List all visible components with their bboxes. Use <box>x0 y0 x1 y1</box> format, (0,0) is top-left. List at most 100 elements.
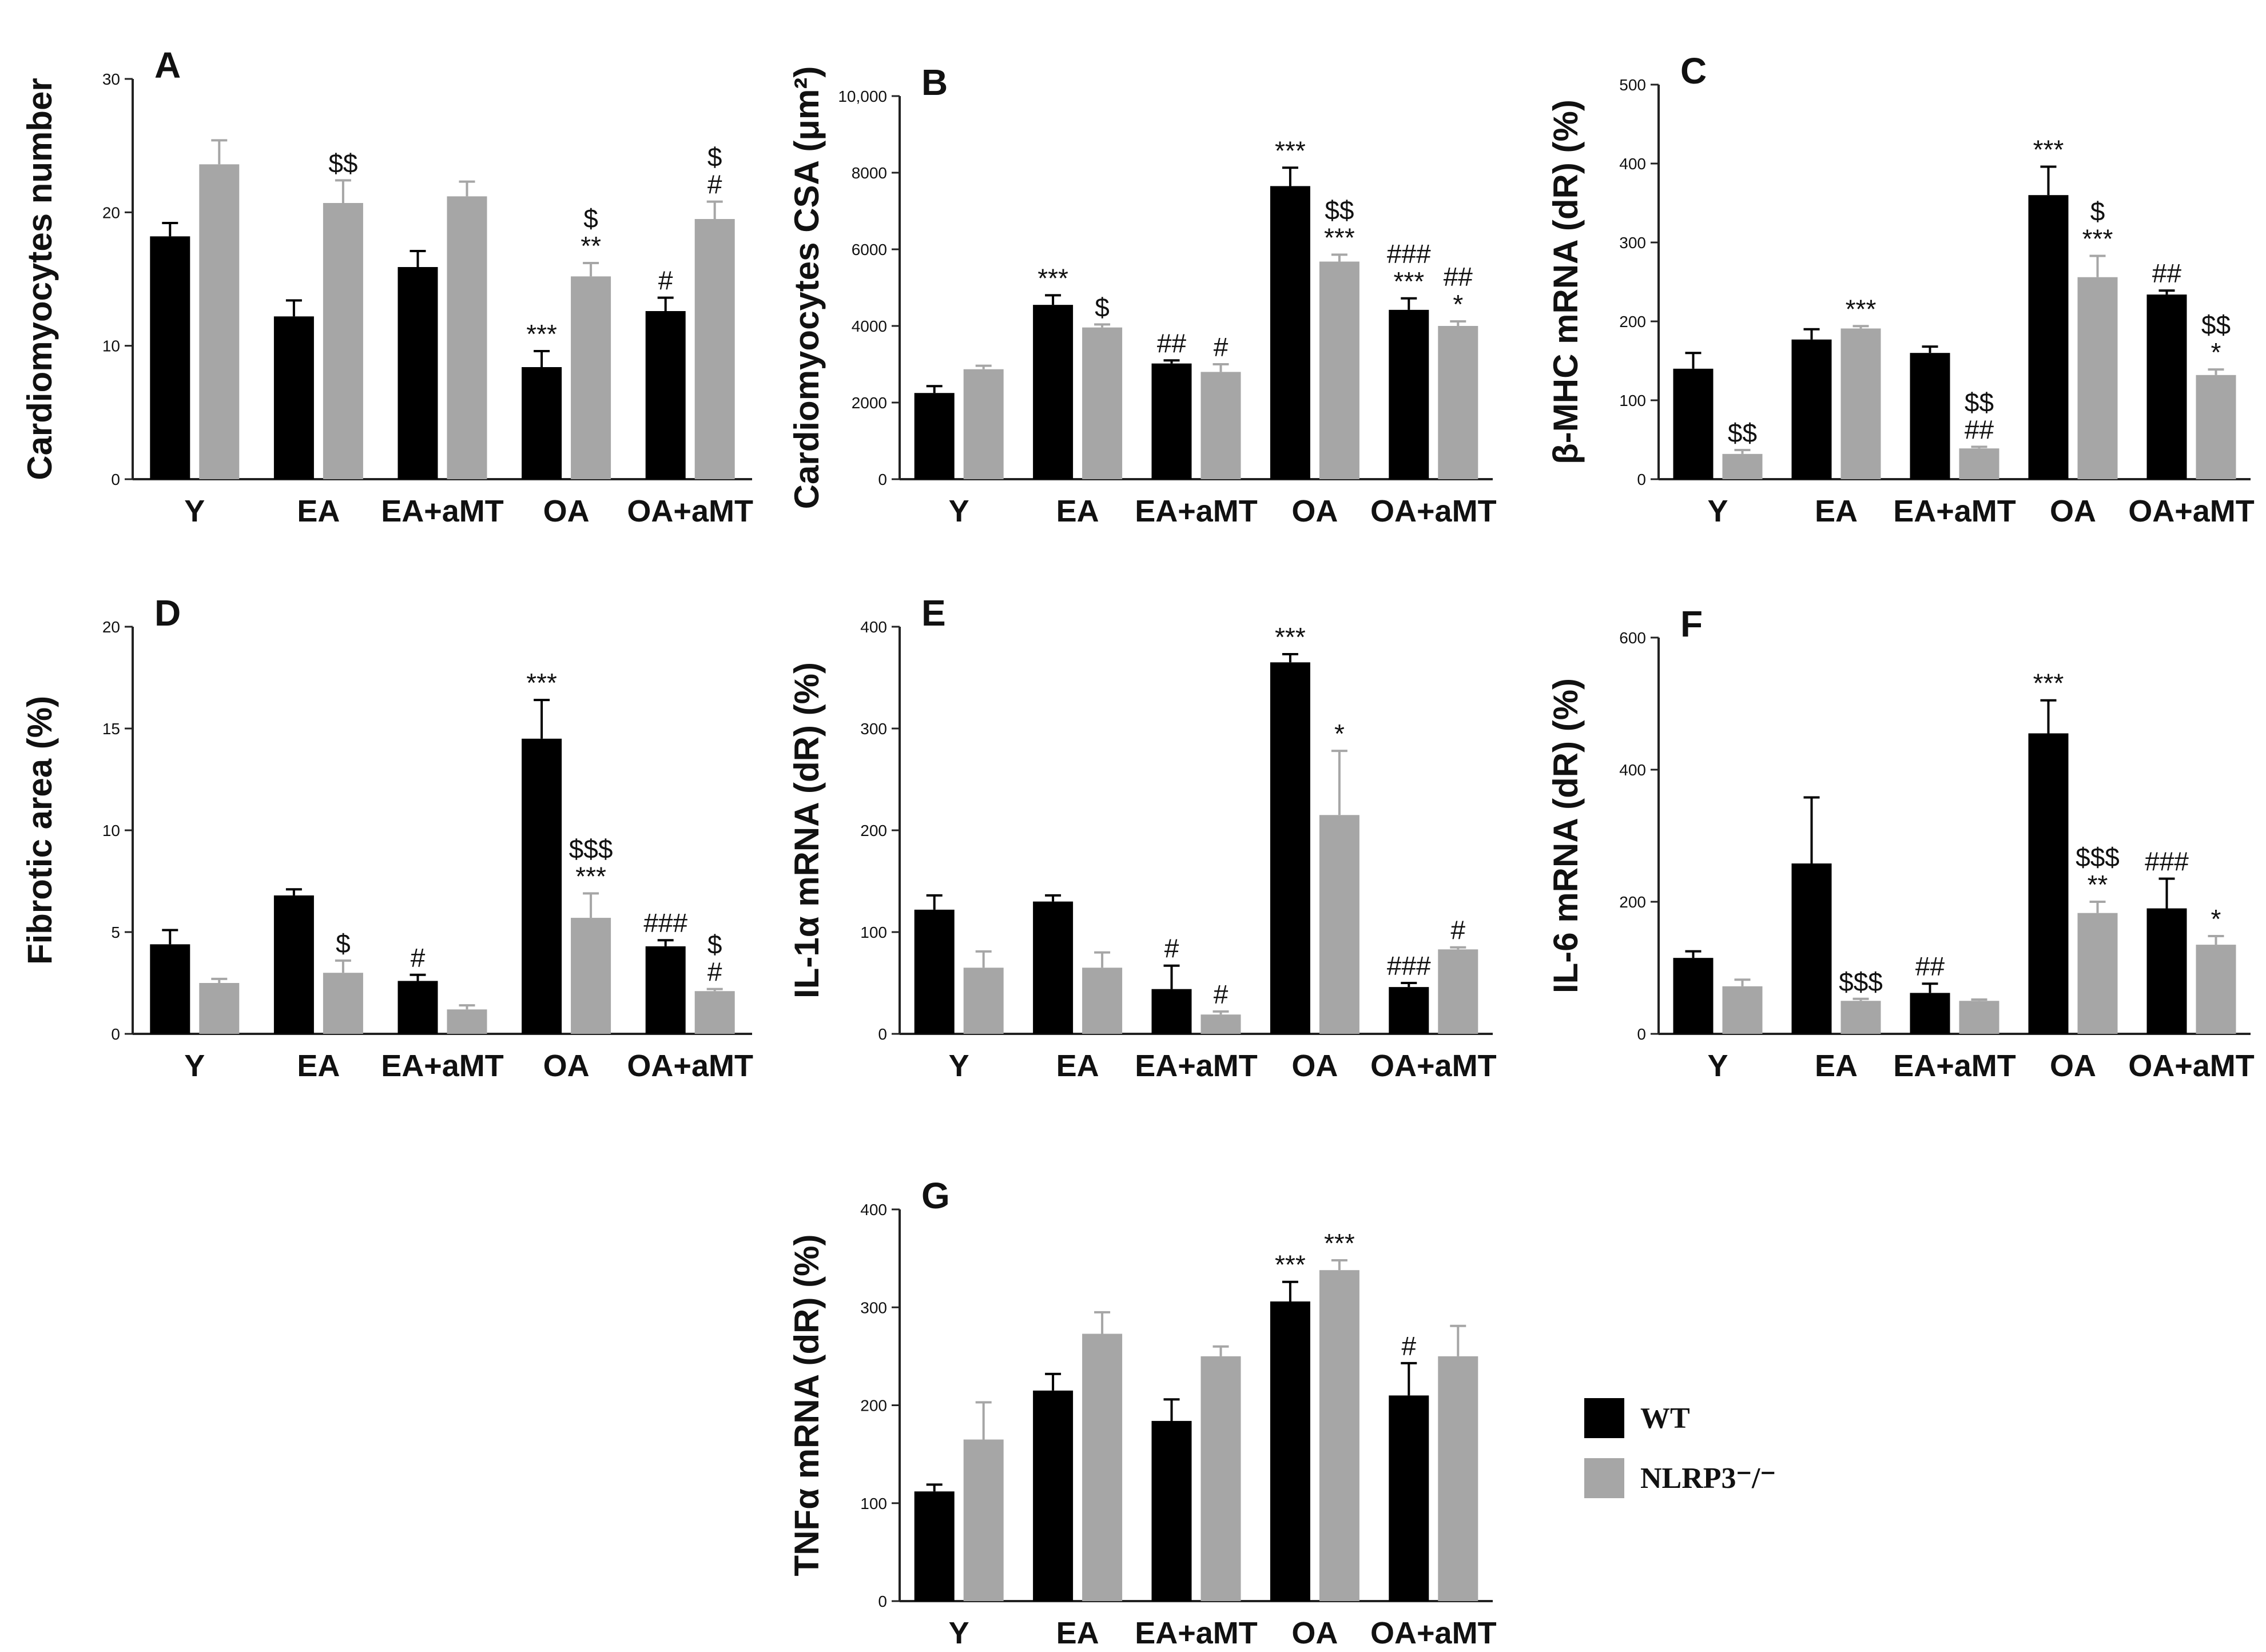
significance-annotation: ** <box>581 231 601 261</box>
y-tick-label: 300 <box>860 720 887 738</box>
bar <box>1910 993 1950 1034</box>
y-tick-label: 200 <box>1619 313 1646 331</box>
significance-annotation: $$ <box>2201 310 2231 340</box>
significance-annotation: *** <box>1324 1228 1355 1258</box>
bar <box>397 981 438 1034</box>
x-tick-label: OA+aMT <box>627 1049 753 1083</box>
x-tick-label: EA+aMT <box>1135 494 1258 528</box>
significance-annotation: * <box>2211 904 2221 934</box>
bar <box>522 367 562 479</box>
y-tick-label: 15 <box>102 720 120 738</box>
x-tick-label: OA+aMT <box>1370 1616 1497 1650</box>
significance-annotation: *** <box>1275 622 1306 652</box>
panel-label: A <box>154 45 181 86</box>
significance-annotation: # <box>1214 980 1229 1009</box>
y-tick-label: 400 <box>860 1201 887 1219</box>
x-tick-label: OA <box>1291 494 1338 528</box>
x-tick-label: OA <box>1291 1049 1338 1083</box>
significance-annotation: ## <box>1444 262 1473 292</box>
y-axis-label: Fibrotic area (%) <box>21 696 59 965</box>
significance-annotation: $ <box>336 929 351 958</box>
y-tick-label: 300 <box>860 1299 887 1316</box>
panel-b: 0 2000 4000 6000 8000 10,000 Cardiomyocytes CS… <box>788 62 1497 528</box>
significance-annotation: *** <box>1037 263 1068 293</box>
y-tick-label: 4000 <box>852 317 887 335</box>
bar <box>694 991 735 1034</box>
significance-annotation: $$$ <box>1839 967 1883 997</box>
significance-annotation: *** <box>1275 136 1306 165</box>
bar <box>323 973 363 1034</box>
y-tick-label: 0 <box>1637 1025 1646 1043</box>
significance-annotation: # <box>658 266 673 296</box>
y-axis-label: Cardiomyocytes number <box>21 78 59 480</box>
bar <box>1151 1420 1192 1601</box>
y-tick-label: 20 <box>102 618 120 636</box>
bar <box>273 895 314 1034</box>
significance-annotation: # <box>1164 934 1179 964</box>
bar <box>1033 305 1074 479</box>
bar <box>1722 986 1763 1034</box>
significance-annotation: $$ <box>1325 195 1354 225</box>
bar <box>323 203 363 479</box>
x-tick-label: EA+aMT <box>381 1049 504 1083</box>
significance-annotation: *** <box>2033 668 2064 698</box>
bar <box>1438 326 1478 479</box>
bar <box>1438 949 1478 1034</box>
significance-annotation: *** <box>1275 1250 1306 1280</box>
significance-annotation: # <box>707 170 722 200</box>
y-axis-label: Cardiomyocytes CSA (μm²) <box>788 66 826 509</box>
y-tick-label: 100 <box>860 1495 887 1512</box>
bar <box>1033 901 1074 1034</box>
significance-annotation: *** <box>2033 135 2064 165</box>
panel-c: 0 100 200 300 400 500 β-MHC mRNA (dR) (%) C Y EA E… <box>1547 50 2255 528</box>
panel-label: C <box>1680 50 1707 91</box>
x-tick-label: EA <box>1056 494 1099 528</box>
x-tick-label: OA <box>1291 1616 1338 1650</box>
x-tick-label: EA+aMT <box>1893 494 2016 528</box>
bar <box>199 983 240 1034</box>
x-tick-label: EA+aMT <box>1135 1049 1258 1083</box>
significance-annotation: * <box>1453 289 1463 319</box>
significance-annotation: ### <box>643 908 687 938</box>
y-tick-label: 6000 <box>852 241 887 258</box>
significance-annotation: *** <box>1324 222 1355 252</box>
x-tick-label: OA <box>543 494 590 528</box>
significance-annotation: *** <box>1393 266 1424 296</box>
x-tick-label: EA <box>1815 1049 1858 1083</box>
bar <box>2028 733 2069 1034</box>
y-tick-label: 0 <box>878 1593 887 1610</box>
y-tick-label: 300 <box>1619 234 1646 252</box>
legend: WT NLRP3⁻/⁻ <box>1584 1398 1776 1498</box>
y-tick-label: 200 <box>1619 893 1646 911</box>
bar <box>2146 294 2187 479</box>
x-tick-label: OA <box>2050 494 2096 528</box>
bar <box>1270 662 1310 1034</box>
y-tick-label: 10 <box>102 822 120 839</box>
bar <box>571 918 611 1034</box>
bar <box>1270 1301 1310 1601</box>
significance-annotation: *** <box>575 861 606 891</box>
y-axis-label: IL-1α mRNA (dR) (%) <box>788 662 826 998</box>
bar <box>1200 372 1241 479</box>
bar <box>1840 328 1881 479</box>
bar <box>1082 327 1123 479</box>
y-axis-label: IL-6 mRNA (dR) (%) <box>1547 678 1585 993</box>
significance-annotation: *** <box>2082 224 2113 253</box>
significance-annotation: # <box>1402 1331 1417 1361</box>
bar <box>447 1009 487 1034</box>
bar <box>1389 309 1429 479</box>
y-tick-label: 400 <box>1619 761 1646 779</box>
significance-annotation: ## <box>1965 415 1994 444</box>
bar <box>1082 968 1123 1034</box>
y-tick-label: 8000 <box>852 164 887 182</box>
x-tick-label: OA <box>543 1049 590 1083</box>
panel-label: B <box>921 62 948 103</box>
y-tick-label: 20 <box>102 204 120 221</box>
bar <box>1082 1333 1123 1601</box>
bar <box>694 219 735 479</box>
y-tick-label: 2000 <box>852 394 887 412</box>
bar <box>1389 987 1429 1034</box>
y-tick-label: 100 <box>860 923 887 941</box>
bar <box>963 369 1004 479</box>
bar <box>1389 1395 1429 1601</box>
